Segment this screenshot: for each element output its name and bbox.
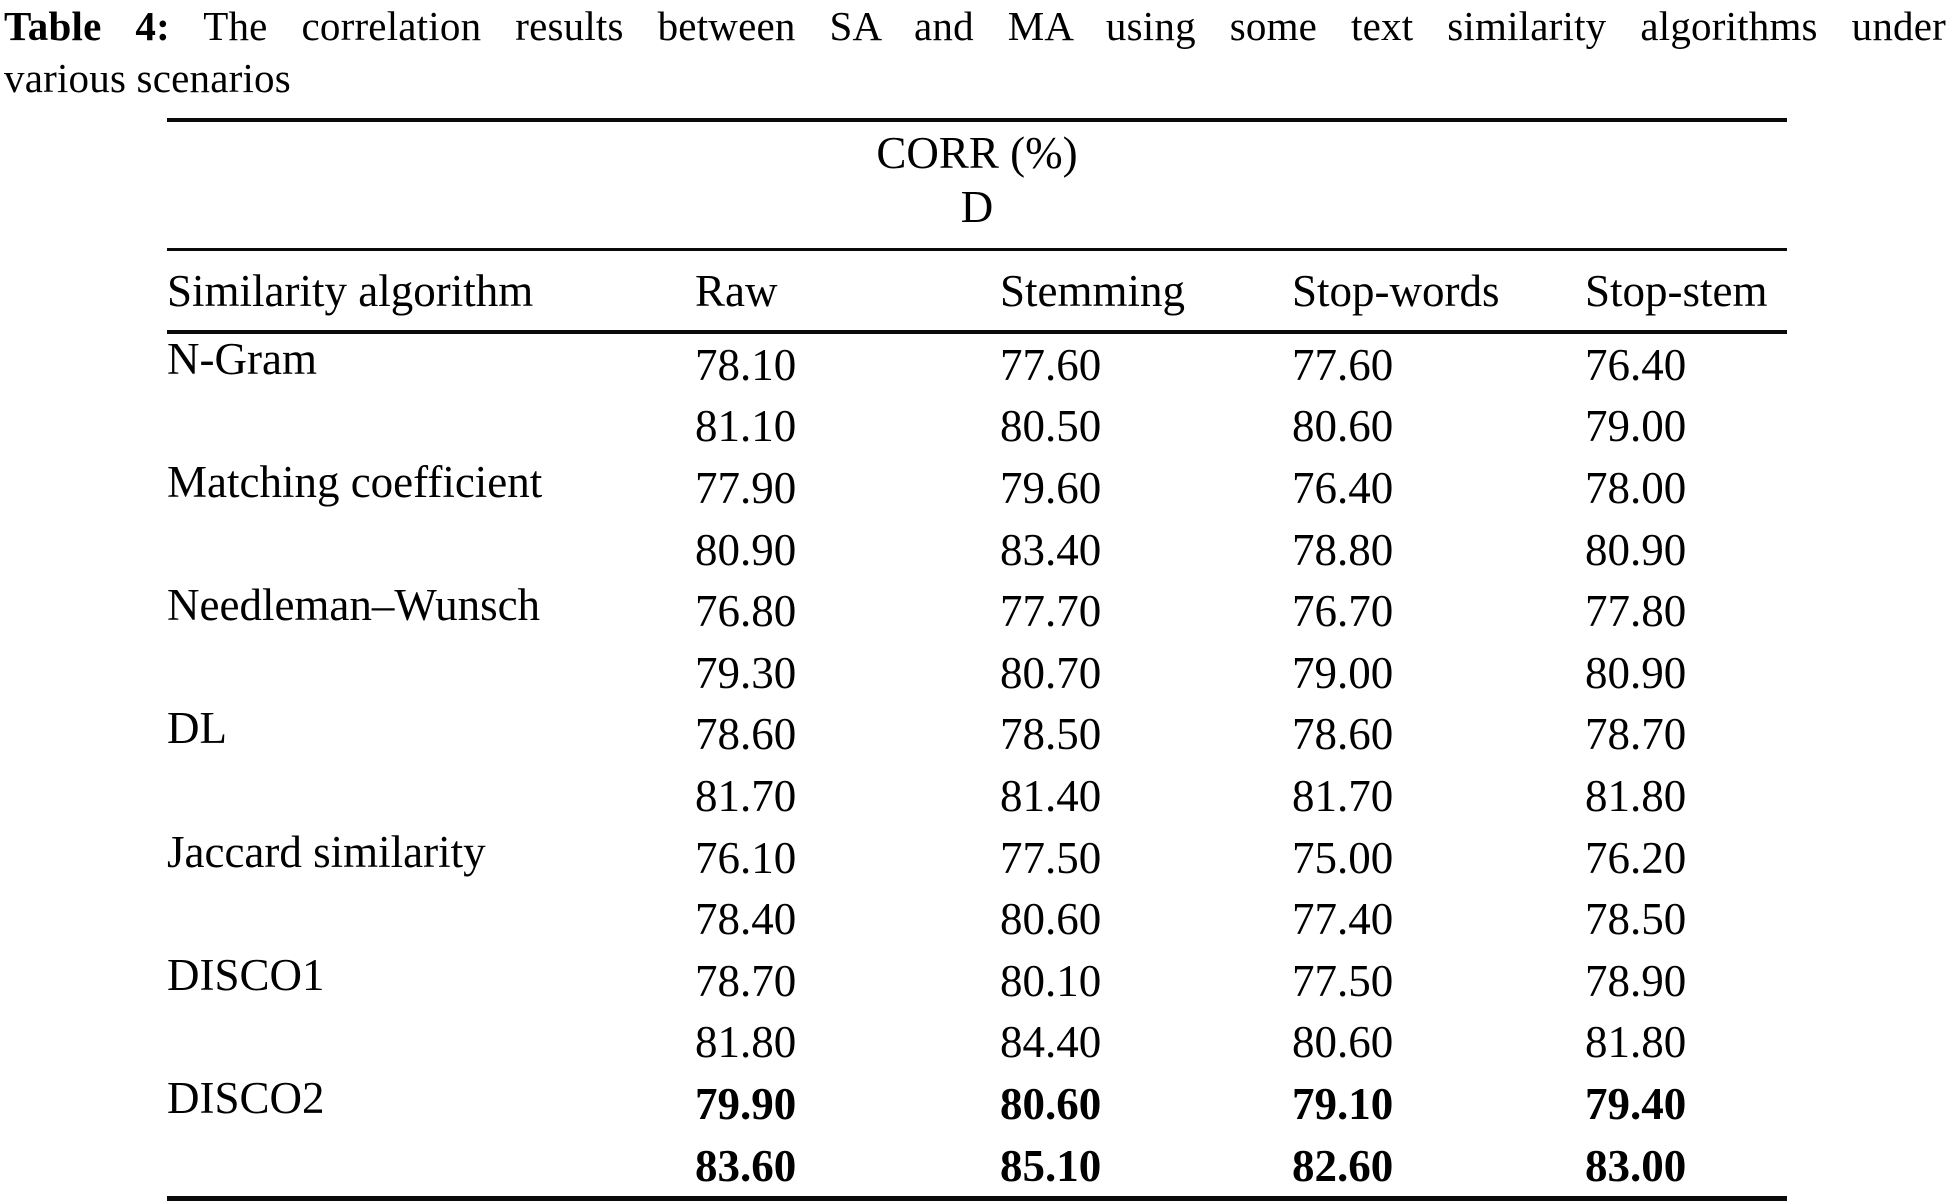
span-header-corr: CORR (%) [876,128,1078,178]
column-header-raw: Raw [695,265,778,316]
table-bottom-rule [167,1196,1787,1202]
value-cell: 79.00 [1585,401,1687,452]
value-cell: 79.00 [1292,647,1394,698]
value-cell: 78.70 [1585,709,1687,760]
value-cell: 80.60 [1000,1078,1102,1129]
value-cell: 78.60 [1292,709,1394,760]
value-cell: 76.10 [695,832,797,883]
value-cell: 83.40 [1000,524,1102,575]
value-cell: 77.60 [1292,339,1394,390]
value-cell: 80.50 [1000,401,1102,452]
algorithm-label: DISCO1 [167,949,325,1000]
value-cell: 81.80 [695,1017,797,1068]
value-cell: 83.00 [1585,1140,1687,1191]
value-cell: 80.10 [1000,955,1102,1006]
value-cell: 76.40 [1585,339,1687,390]
value-cell: 75.00 [1292,832,1394,883]
algorithm-label: N-Gram [167,333,317,384]
value-cell: 77.90 [695,462,797,513]
value-cell: 84.40 [1000,1017,1102,1068]
value-cell: 78.50 [1000,709,1102,760]
value-cell: 79.90 [695,1078,797,1129]
algorithm-label: Needleman–Wunsch [167,580,541,631]
column-header-similarity-algorithm: Similarity algorithm [167,265,534,316]
table-caption-text: The correlation results between SA and M… [203,3,1946,49]
value-cell: 81.80 [1585,1017,1687,1068]
value-cell: 76.80 [695,586,797,637]
table-row-disco2-d: 83.60 85.10 82.60 83.00 [167,1135,1787,1197]
value-cell: 78.40 [695,894,797,945]
value-cell: 76.40 [1292,462,1394,513]
value-cell: 80.90 [1585,524,1687,575]
table-row-jaccard-similarity-corr: Jaccard similarity 76.10 77.50 75.00 76.20 [167,827,1787,889]
table-row-needleman-wunsch-d: 79.30 80.70 79.00 80.90 [167,642,1787,704]
span-header-d: D [960,182,994,232]
value-cell: 80.70 [1000,647,1102,698]
value-cell: 76.70 [1292,586,1394,637]
value-cell: 78.50 [1585,894,1687,945]
value-cell: 79.10 [1292,1078,1394,1129]
results-table: CORR (%) D Similarity algorithm Raw Stemmi… [167,118,1787,1202]
value-cell: 81.80 [1585,770,1687,821]
table-row-disco2-corr: DISCO2 79.90 80.60 79.10 79.40 [167,1073,1787,1135]
table-body: N-Gram 78.10 77.60 77.60 76.40 81.10 80.50 80.6… [167,334,1787,1196]
table-caption-line2: various scenarios [4,55,291,101]
column-header-row: Similarity algorithm Raw Stemming Stop-word… [167,251,1787,330]
value-cell: 78.90 [1585,955,1687,1006]
table-row-matching-coefficient-corr: Matching coefficient 77.90 79.60 76.40 78.00 [167,457,1787,519]
table-caption-line1: Table 4: The correlation results between… [4,0,1946,52]
table-row-needleman-wunsch-corr: Needleman–Wunsch 76.80 77.70 76.70 77.80 [167,580,1787,642]
value-cell: 80.60 [1292,401,1394,452]
value-cell: 77.40 [1292,894,1394,945]
value-cell: 77.50 [1000,832,1102,883]
value-cell: 79.60 [1000,462,1102,513]
value-cell: 81.70 [1292,770,1394,821]
algorithm-label: DISCO2 [167,1072,325,1123]
algorithm-label: Jaccard similarity [167,826,486,877]
algorithm-label: Matching coefficient [167,456,543,507]
value-cell: 78.00 [1585,462,1687,513]
value-cell: 85.10 [1000,1140,1102,1191]
value-cell: 80.60 [1000,894,1102,945]
value-cell: 82.60 [1292,1140,1394,1191]
column-header-stemming: Stemming [1000,265,1186,316]
column-header-stop-words: Stop-words [1292,265,1500,316]
table-row-matching-coefficient-d: 80.90 83.40 78.80 80.90 [167,519,1787,581]
value-cell: 78.80 [1292,524,1394,575]
table-mid-rule [167,248,1787,251]
table-row-disco1-corr: DISCO1 78.70 80.10 77.50 78.90 [167,950,1787,1012]
table-header-bottom-rule [167,330,1787,334]
table-caption-number: Table 4: [4,3,170,49]
value-cell: 79.30 [695,647,797,698]
value-cell: 76.20 [1585,832,1687,883]
algorithm-label: DL [167,703,227,754]
value-cell: 77.60 [1000,339,1102,390]
table-row-jaccard-similarity-d: 78.40 80.60 77.40 78.50 [167,888,1787,950]
table-top-rule [167,118,1787,122]
value-cell: 80.90 [1585,647,1687,698]
value-cell: 81.10 [695,401,797,452]
value-cell: 79.40 [1585,1078,1687,1129]
table-row-disco1-d: 81.80 84.40 80.60 81.80 [167,1012,1787,1074]
value-cell: 81.70 [695,770,797,821]
value-cell: 80.90 [695,524,797,575]
value-cell: 78.10 [695,339,797,390]
table-span-header: CORR (%) D [167,122,1787,248]
value-cell: 78.70 [695,955,797,1006]
value-cell: 78.60 [695,709,797,760]
value-cell: 80.60 [1292,1017,1394,1068]
value-cell: 77.80 [1585,586,1687,637]
table-caption: Table 4: The correlation results between… [4,0,1946,104]
table-row-n-gram-corr: N-Gram 78.10 77.60 77.60 76.40 [167,334,1787,396]
table-row-dl-d: 81.70 81.40 81.70 81.80 [167,765,1787,827]
table-row-n-gram-d: 81.10 80.50 80.60 79.00 [167,396,1787,458]
table-row-dl-corr: DL 78.60 78.50 78.60 78.70 [167,703,1787,766]
value-cell: 83.60 [695,1140,797,1191]
value-cell: 81.40 [1000,770,1102,821]
value-cell: 77.50 [1292,955,1394,1006]
column-header-stop-stem: Stop-stem [1585,265,1768,316]
value-cell: 77.70 [1000,586,1102,637]
